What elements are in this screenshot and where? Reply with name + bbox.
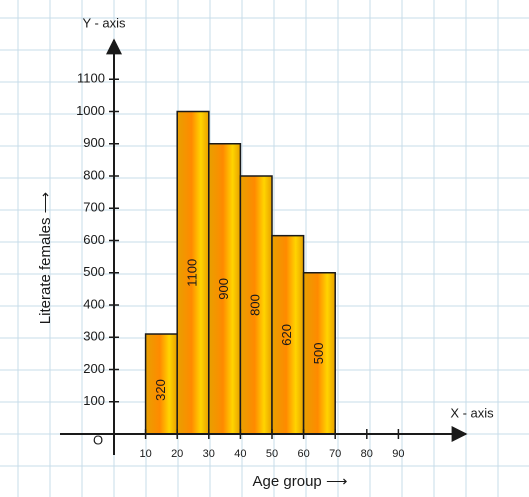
x-axis-label-arrow: ⟶ bbox=[326, 473, 348, 490]
bar-30-40 bbox=[208, 143, 242, 435]
bar-50-60 bbox=[271, 234, 305, 435]
x-tick-label: 20 bbox=[171, 448, 183, 460]
y-tick-label: 500 bbox=[83, 264, 105, 279]
x-axis-name: X - axis bbox=[450, 405, 494, 420]
bar-value-label: 800 bbox=[248, 294, 263, 316]
x-tick-label: 90 bbox=[392, 448, 404, 460]
y-tick-label: 600 bbox=[83, 232, 105, 247]
y-tick-label: 1000 bbox=[76, 103, 105, 118]
y-tick-label: 1100 bbox=[77, 71, 105, 86]
x-tick-label: 80 bbox=[361, 448, 373, 460]
bar-60-70 bbox=[302, 272, 336, 435]
y-tick-label: 400 bbox=[83, 296, 105, 311]
bar-value-label: 320 bbox=[153, 379, 168, 401]
origin-label: O bbox=[93, 432, 103, 447]
y-tick-label: 800 bbox=[83, 167, 105, 182]
bar-value-label: 900 bbox=[216, 278, 231, 300]
y-tick-label: 100 bbox=[83, 393, 105, 408]
x-tick-label: 30 bbox=[203, 448, 215, 460]
bar-value-label: 500 bbox=[311, 343, 326, 365]
y-tick-label: 900 bbox=[83, 135, 105, 150]
x-tick-label: 70 bbox=[329, 448, 341, 460]
x-axis-label: Age group ⟶ bbox=[253, 473, 348, 490]
bar-10-20 bbox=[144, 333, 178, 435]
x-tick-label: 10 bbox=[139, 448, 151, 460]
y-tick-label: 200 bbox=[83, 361, 105, 376]
bar-value-label: 620 bbox=[279, 324, 294, 346]
x-tick-label: 50 bbox=[266, 448, 278, 460]
bars: 320 1100 900 800 620 500 bbox=[144, 110, 336, 435]
bar-value-label: 1100 bbox=[184, 259, 199, 287]
labels: 100 200 300 400 500 600 700 800 900 1000 1100 10 20 3… bbox=[37, 15, 494, 490]
y-axis-label-arrow: ⟶ bbox=[37, 192, 54, 214]
y-axis-label: Literate females ⟶ bbox=[37, 192, 54, 324]
y-axis-name: Y - axis bbox=[82, 15, 126, 30]
x-tick-label: 40 bbox=[234, 448, 246, 460]
axes bbox=[60, 38, 468, 455]
y-tick-label: 300 bbox=[83, 329, 105, 344]
x-tick-label: 60 bbox=[297, 448, 309, 460]
y-tick-label: 700 bbox=[83, 200, 105, 215]
